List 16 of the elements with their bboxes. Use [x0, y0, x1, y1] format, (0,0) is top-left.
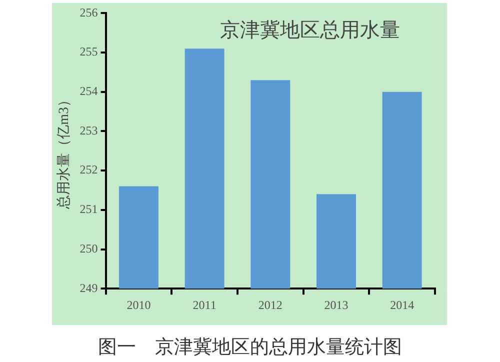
y-axis-title: 总用水量（亿m3）	[56, 92, 72, 210]
y-tick-label: 256	[80, 5, 98, 20]
x-tick-label: 2011	[192, 298, 216, 312]
x-tick-label: 2010	[126, 298, 151, 312]
y-tick-label: 252	[80, 162, 98, 177]
x-tick-label: 2014	[390, 298, 414, 312]
chart-title: 京津冀地区总用水量	[220, 19, 400, 42]
y-tick-label: 249	[80, 280, 98, 295]
x-tick-label: 2012	[258, 298, 282, 312]
text: 图一 京津冀地区的总用水量统计图	[97, 336, 403, 360]
y-tick-label: 254	[80, 84, 98, 98]
x-tick-label: 2013	[324, 298, 348, 312]
y-tick-label: 251	[80, 202, 98, 216]
y-tick-label: 253	[80, 123, 98, 138]
y-tick-label: 250	[80, 241, 98, 256]
y-tick-label: 255	[80, 44, 98, 59]
